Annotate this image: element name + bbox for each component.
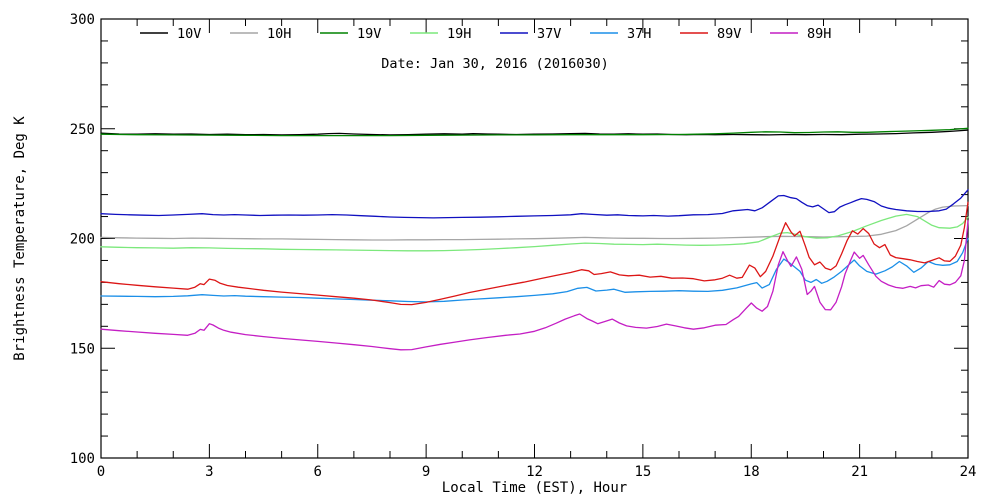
series-line-37v xyxy=(100,189,969,219)
legend-item-10v: 10V xyxy=(140,26,201,42)
legend-label-37h: 37H xyxy=(627,26,651,42)
x-axis-tick-label: 0 xyxy=(97,464,105,480)
legend-label-19h: 19H xyxy=(447,26,471,42)
y-axis-tick-label: 100 xyxy=(70,451,95,467)
legend-item-10h: 10H xyxy=(230,26,291,42)
series-line-89v xyxy=(100,201,969,306)
x-axis-tick-label: 6 xyxy=(314,464,322,480)
x-axis-tick-label: 21 xyxy=(851,464,868,480)
legend-item-89v: 89V xyxy=(680,26,741,42)
x-axis-tick-label: 9 xyxy=(422,464,430,480)
x-axis-tick-label: 24 xyxy=(960,464,977,480)
x-axis-title: Local Time (EST), Hour xyxy=(442,480,627,496)
y-axis-tick-label: 200 xyxy=(70,232,95,248)
y-axis-tick-label: 150 xyxy=(70,341,95,357)
legend-label-10v: 10V xyxy=(177,26,201,42)
series-line-10h xyxy=(100,204,969,241)
y-axis-tick-label: 250 xyxy=(70,122,95,138)
legend-label-37v: 37V xyxy=(537,26,561,42)
series-line-19h xyxy=(100,213,969,252)
legend-item-19h: 19H xyxy=(410,26,471,42)
x-axis-tick-label: 15 xyxy=(634,464,651,480)
y-axis-tick-label: 300 xyxy=(70,12,95,28)
legend-item-19v: 19V xyxy=(320,26,381,42)
series-line-89h xyxy=(100,220,969,351)
x-axis-tick-label: 12 xyxy=(526,464,543,480)
legend-item-37v: 37V xyxy=(500,26,561,42)
x-axis-tick-label: 18 xyxy=(743,464,760,480)
series-line-19v xyxy=(100,127,969,137)
legend-label-89v: 89V xyxy=(717,26,741,42)
date-label: Date: Jan 30, 2016 (2016030) xyxy=(381,56,609,72)
y-axis-title: Brightness Temperature, Deg K xyxy=(12,116,28,361)
legend-label-89h: 89H xyxy=(807,26,831,42)
legend-label-19v: 19V xyxy=(357,26,381,42)
legend-label-10h: 10H xyxy=(267,26,291,42)
series-line-10v xyxy=(100,129,969,136)
legend-item-89h: 89H xyxy=(770,26,831,42)
legend: 10V 10H 19V 19H 37V 37H 89V 89H xyxy=(140,26,831,42)
legend-item-37h: 37H xyxy=(590,26,651,42)
x-axis-tick-label: 3 xyxy=(205,464,213,480)
series-line-37h xyxy=(100,237,969,303)
